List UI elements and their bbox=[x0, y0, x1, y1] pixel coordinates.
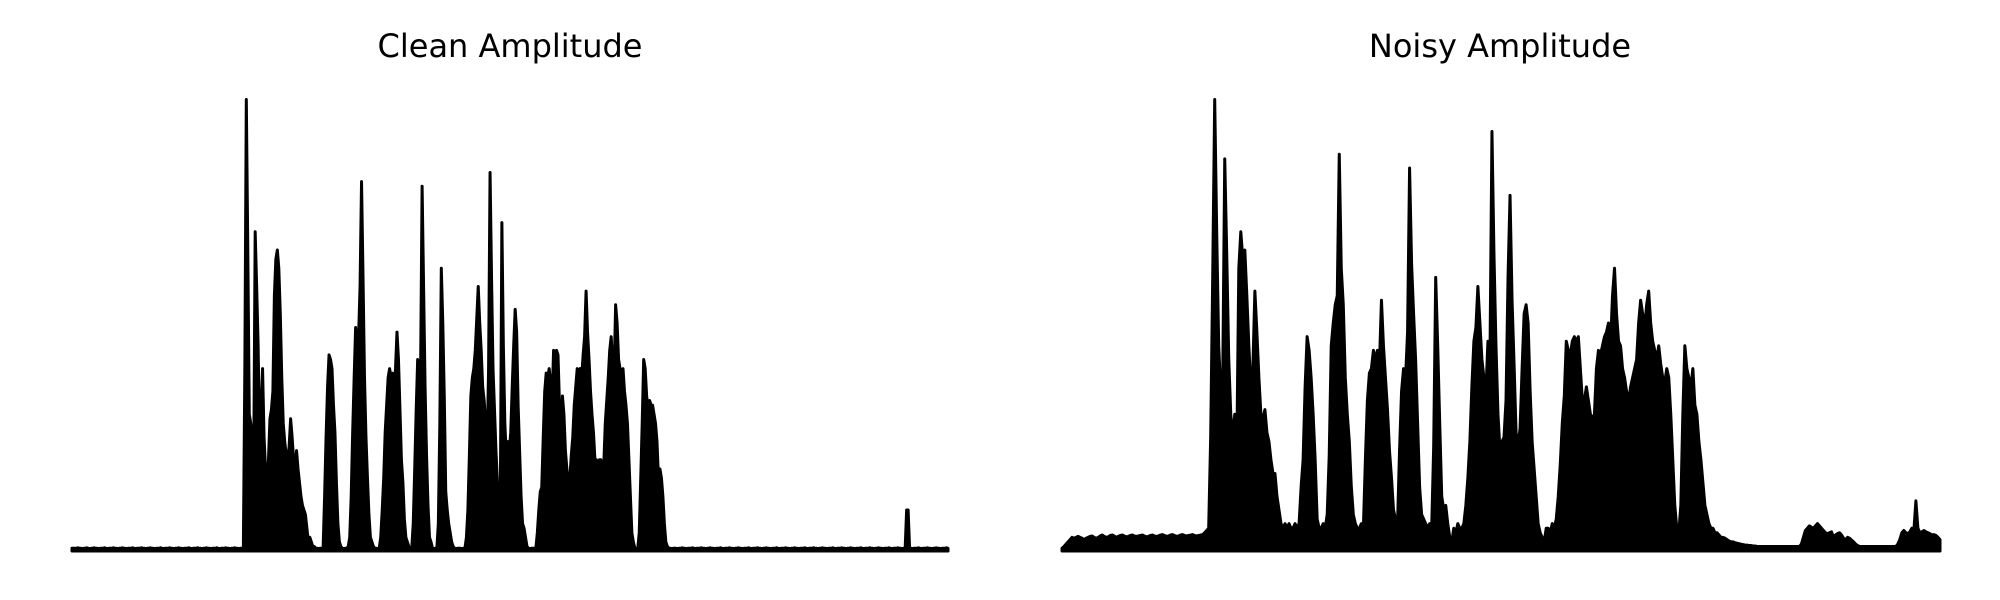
noisy-amplitude-title: Noisy Amplitude bbox=[1369, 27, 1631, 65]
noisy-amplitude-series bbox=[1060, 98, 1942, 553]
clean-amplitude-title: Clean Amplitude bbox=[378, 27, 643, 65]
noisy-amplitude-chart: Noisy Amplitude bbox=[1060, 27, 1942, 553]
clean-amplitude-chart: Clean Amplitude bbox=[70, 27, 950, 553]
clean-amplitude-series bbox=[70, 98, 950, 553]
